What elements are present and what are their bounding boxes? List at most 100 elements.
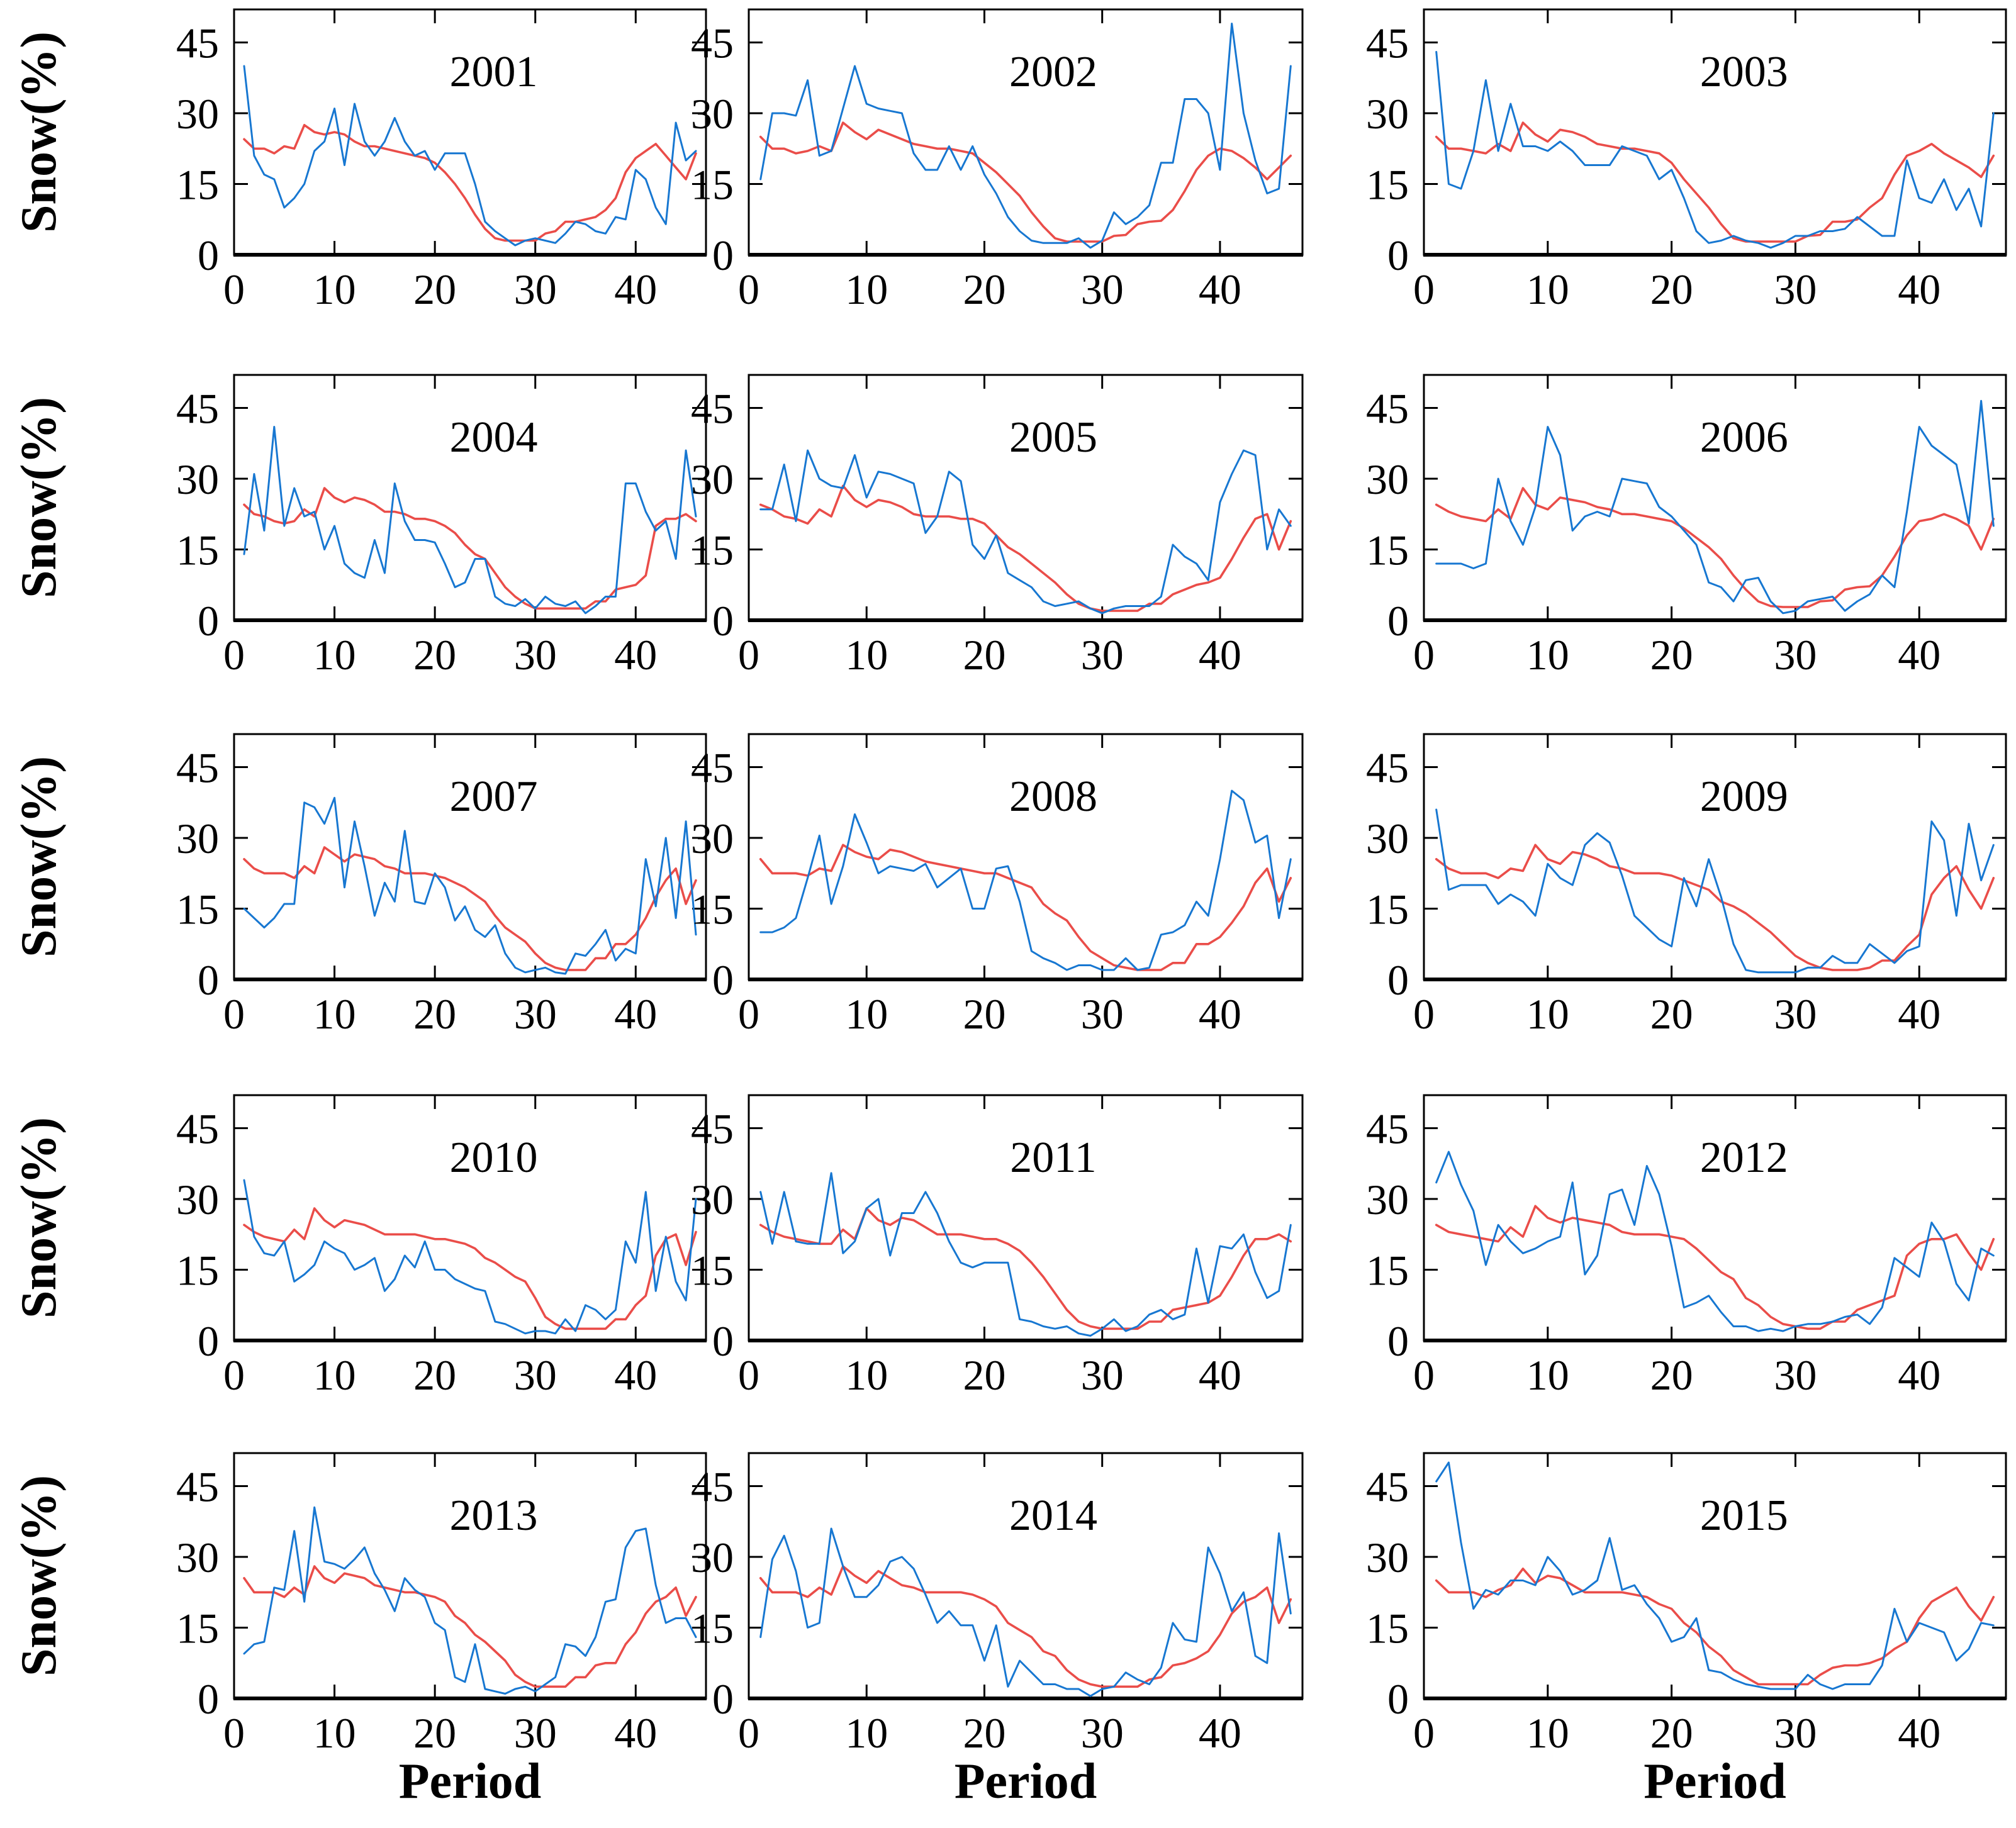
y-tick-label: 30: [1366, 90, 1409, 138]
x-tick-label: 30: [514, 990, 557, 1038]
panel-year-title: 2001: [450, 48, 538, 96]
x-tick-label: 20: [1650, 990, 1693, 1038]
x-tick-label: 0: [223, 1351, 245, 1399]
x-axis-label: Period: [955, 1754, 1097, 1809]
x-tick-label: 20: [1650, 1709, 1693, 1757]
x-tick-label: 40: [614, 1709, 657, 1757]
y-tick-label: 45: [1366, 20, 1409, 67]
panel-year-title: 2015: [1700, 1491, 1788, 1540]
panel-year-title: 2008: [1009, 772, 1097, 821]
panel-year-title: 2002: [1009, 48, 1097, 96]
axis-box: [748, 1452, 1304, 1700]
panel-year-title: 2006: [1700, 413, 1788, 462]
y-tick-label: 45: [176, 385, 219, 433]
x-tick-label: 30: [1081, 1709, 1124, 1757]
y-tick-label: 0: [1387, 1317, 1409, 1365]
x-tick-label: 30: [514, 265, 557, 313]
x-tick-label: 30: [1774, 265, 1817, 313]
observed-snow-line: [1435, 1461, 1995, 1690]
chart-panel-2005: 0 10 20 30 40 0 15 30 45 2005: [691, 374, 1304, 679]
mean-snow-line: [759, 121, 1292, 243]
panel-year-title: 2009: [1700, 772, 1788, 821]
x-tick-label: 10: [313, 990, 356, 1038]
chart-panel-2014: 0 10 20 30 40 0 15 30 45 2014: [691, 1452, 1304, 1757]
mean-snow-line: [1435, 844, 1995, 971]
y-tick-label: 45: [1366, 744, 1409, 792]
mean-snow-line: [243, 487, 697, 610]
chart-panel-2013: 0 10 20 30 40 0 15 30 45 2013: [176, 1452, 707, 1757]
y-tick-label: 15: [1366, 161, 1409, 209]
y-tick-label: 15: [176, 161, 219, 209]
x-tick-label: 40: [1199, 1351, 1241, 1399]
y-tick-label: 30: [176, 1534, 219, 1581]
chart-panel-2007: 0 10 20 30 40 0 15 30 45 2007: [176, 733, 707, 1038]
y-tick-label: 30: [691, 1176, 734, 1223]
y-tick-label: 15: [176, 527, 219, 574]
panel-year-title: 2004: [450, 413, 538, 462]
axis-box: [748, 733, 1304, 981]
y-tick-label: 15: [691, 1605, 734, 1652]
x-tick-label: 20: [413, 265, 456, 313]
observed-snow-line: [759, 449, 1292, 615]
y-tick-label: 30: [1366, 455, 1409, 503]
x-tick-label: 20: [1650, 265, 1693, 313]
y-tick-label: 45: [691, 1105, 734, 1153]
x-tick-label: 40: [1199, 990, 1241, 1038]
x-tick-label: 20: [413, 1351, 456, 1399]
x-tick-label: 30: [1774, 990, 1817, 1038]
x-tick-label: 30: [514, 631, 557, 679]
y-tick-label: 0: [198, 1675, 219, 1723]
chart-panel-2002: 0 10 20 30 40 0 15 30 45 2002: [691, 8, 1304, 313]
mean-snow-line: [759, 844, 1292, 971]
observed-snow-line: [759, 1172, 1292, 1337]
y-tick-label: 0: [198, 597, 219, 645]
panel-year-title: 2013: [450, 1491, 538, 1540]
x-tick-label: 10: [313, 1709, 356, 1757]
y-tick-label: 15: [691, 527, 734, 574]
x-tick-label: 40: [1898, 631, 1940, 679]
x-tick-label: 20: [1650, 1351, 1693, 1399]
y-tick-label: 0: [712, 956, 734, 1004]
x-tick-label: 10: [845, 265, 888, 313]
observed-snow-line: [1435, 399, 1995, 615]
observed-snow-line: [759, 789, 1292, 971]
y-axis-label: Snow(%): [11, 31, 67, 233]
chart-panel-2015: 0 10 20 30 40 0 15 30 45 2015: [1366, 1452, 2007, 1757]
y-tick-label: 45: [691, 1463, 734, 1511]
axis-box: [1423, 1452, 2007, 1700]
mean-snow-line: [243, 1565, 697, 1688]
observed-snow-line: [1435, 808, 1995, 974]
observed-snow-line: [759, 23, 1292, 249]
y-tick-label: 45: [1366, 385, 1409, 433]
y-tick-label: 45: [176, 1105, 219, 1153]
x-tick-label: 0: [1413, 990, 1435, 1038]
x-tick-label: 40: [1199, 1709, 1241, 1757]
observed-snow-line: [243, 796, 697, 975]
x-axis-label: Period: [399, 1754, 542, 1809]
axis-box: [233, 374, 707, 621]
x-tick-label: 30: [1081, 990, 1124, 1038]
mean-snow-line: [759, 484, 1292, 612]
y-axis-label: Snow(%): [11, 756, 67, 957]
axis-box: [233, 733, 707, 981]
mean-snow-line: [1435, 1568, 1995, 1686]
y-tick-label: 30: [691, 455, 734, 503]
x-tick-label: 0: [1413, 265, 1435, 313]
y-tick-label: 15: [1366, 527, 1409, 574]
y-tick-label: 0: [712, 231, 734, 279]
panel-year-title: 2007: [450, 772, 538, 821]
x-tick-label: 20: [963, 265, 1005, 313]
x-tick-label: 0: [1413, 1351, 1435, 1399]
x-tick-label: 10: [845, 1351, 888, 1399]
y-tick-label: 15: [176, 1247, 219, 1295]
x-tick-label: 40: [1898, 265, 1940, 313]
mean-snow-line: [243, 124, 697, 242]
y-tick-label: 0: [1387, 1675, 1409, 1723]
x-tick-label: 20: [413, 990, 456, 1038]
x-tick-label: 10: [1526, 1709, 1569, 1757]
chart-panel-2012: 0 10 20 30 40 0 15 30 45 2012: [1366, 1094, 2007, 1399]
y-tick-label: 15: [1366, 886, 1409, 934]
y-tick-label: 15: [176, 886, 219, 934]
mean-snow-line: [243, 846, 697, 971]
